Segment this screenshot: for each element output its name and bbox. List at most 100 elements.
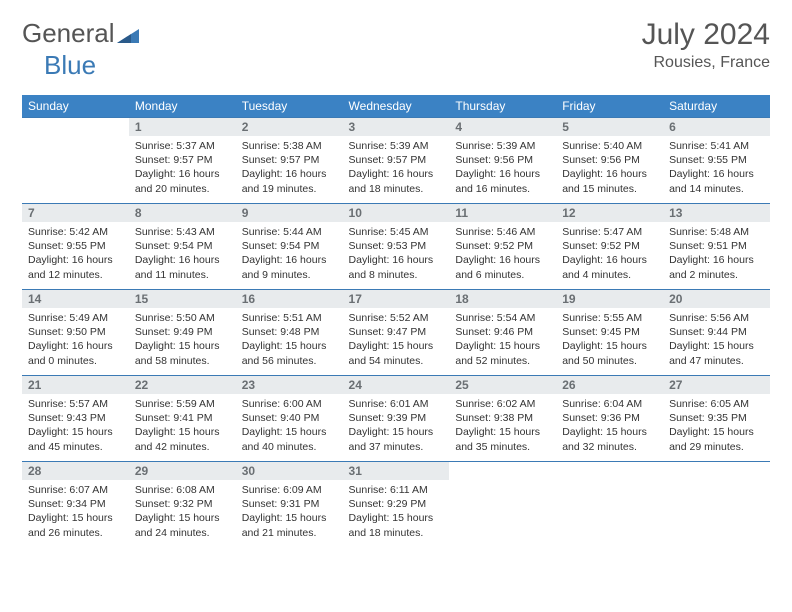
calendar-header: SundayMondayTuesdayWednesdayThursdayFrid… <box>22 95 770 118</box>
sunset-text: Sunset: 9:49 PM <box>135 325 230 339</box>
daylight-text: Daylight: 16 hours and 0 minutes. <box>28 339 123 367</box>
day-number: 27 <box>663 376 770 394</box>
daylight-text: Daylight: 16 hours and 8 minutes. <box>349 253 444 281</box>
daylight-text: Daylight: 16 hours and 18 minutes. <box>349 167 444 195</box>
daylight-text: Daylight: 16 hours and 20 minutes. <box>135 167 230 195</box>
day-number: 4 <box>449 118 556 136</box>
sunrise-text: Sunrise: 5:37 AM <box>135 139 230 153</box>
daylight-text: Daylight: 15 hours and 26 minutes. <box>28 511 123 539</box>
day-number: 11 <box>449 204 556 222</box>
sunrise-text: Sunrise: 5:45 AM <box>349 225 444 239</box>
sunset-text: Sunset: 9:51 PM <box>669 239 764 253</box>
day-details: Sunrise: 5:43 AMSunset: 9:54 PMDaylight:… <box>129 222 236 286</box>
day-cell: 29Sunrise: 6:08 AMSunset: 9:32 PMDayligh… <box>129 462 236 548</box>
day-number: 13 <box>663 204 770 222</box>
day-details: Sunrise: 5:41 AMSunset: 9:55 PMDaylight:… <box>663 136 770 200</box>
daylight-text: Daylight: 16 hours and 2 minutes. <box>669 253 764 281</box>
day-cell: .. <box>22 118 129 204</box>
day-number: 15 <box>129 290 236 308</box>
sunset-text: Sunset: 9:34 PM <box>28 497 123 511</box>
sunrise-text: Sunrise: 5:47 AM <box>562 225 657 239</box>
day-cell: 30Sunrise: 6:09 AMSunset: 9:31 PMDayligh… <box>236 462 343 548</box>
day-details: Sunrise: 5:48 AMSunset: 9:51 PMDaylight:… <box>663 222 770 286</box>
sunrise-text: Sunrise: 6:08 AM <box>135 483 230 497</box>
weekday-header: Tuesday <box>236 95 343 118</box>
logo: General <box>22 18 141 49</box>
week-row: ..1Sunrise: 5:37 AMSunset: 9:57 PMDaylig… <box>22 118 770 204</box>
day-cell: 4Sunrise: 5:39 AMSunset: 9:56 PMDaylight… <box>449 118 556 204</box>
sunset-text: Sunset: 9:31 PM <box>242 497 337 511</box>
day-number: 12 <box>556 204 663 222</box>
day-cell: 22Sunrise: 5:59 AMSunset: 9:41 PMDayligh… <box>129 376 236 462</box>
day-details: Sunrise: 5:56 AMSunset: 9:44 PMDaylight:… <box>663 308 770 372</box>
daylight-text: Daylight: 16 hours and 19 minutes. <box>242 167 337 195</box>
sunrise-text: Sunrise: 6:01 AM <box>349 397 444 411</box>
day-details: Sunrise: 6:01 AMSunset: 9:39 PMDaylight:… <box>343 394 450 458</box>
day-cell: 24Sunrise: 6:01 AMSunset: 9:39 PMDayligh… <box>343 376 450 462</box>
day-details: Sunrise: 5:55 AMSunset: 9:45 PMDaylight:… <box>556 308 663 372</box>
day-number: 31 <box>343 462 450 480</box>
day-cell: 3Sunrise: 5:39 AMSunset: 9:57 PMDaylight… <box>343 118 450 204</box>
day-cell: 6Sunrise: 5:41 AMSunset: 9:55 PMDaylight… <box>663 118 770 204</box>
day-cell: 18Sunrise: 5:54 AMSunset: 9:46 PMDayligh… <box>449 290 556 376</box>
day-details: Sunrise: 6:05 AMSunset: 9:35 PMDaylight:… <box>663 394 770 458</box>
sunset-text: Sunset: 9:57 PM <box>242 153 337 167</box>
daylight-text: Daylight: 16 hours and 12 minutes. <box>28 253 123 281</box>
daylight-text: Daylight: 16 hours and 15 minutes. <box>562 167 657 195</box>
day-number: 2 <box>236 118 343 136</box>
day-number: 8 <box>129 204 236 222</box>
sunset-text: Sunset: 9:56 PM <box>562 153 657 167</box>
day-details: Sunrise: 5:46 AMSunset: 9:52 PMDaylight:… <box>449 222 556 286</box>
sunset-text: Sunset: 9:41 PM <box>135 411 230 425</box>
day-number: 10 <box>343 204 450 222</box>
day-cell: .. <box>663 462 770 548</box>
day-cell: 21Sunrise: 5:57 AMSunset: 9:43 PMDayligh… <box>22 376 129 462</box>
day-details: Sunrise: 5:50 AMSunset: 9:49 PMDaylight:… <box>129 308 236 372</box>
daylight-text: Daylight: 15 hours and 40 minutes. <box>242 425 337 453</box>
triangle-icon <box>117 25 139 43</box>
sunset-text: Sunset: 9:52 PM <box>455 239 550 253</box>
sunrise-text: Sunrise: 5:46 AM <box>455 225 550 239</box>
daylight-text: Daylight: 15 hours and 52 minutes. <box>455 339 550 367</box>
week-row: 28Sunrise: 6:07 AMSunset: 9:34 PMDayligh… <box>22 462 770 548</box>
sunset-text: Sunset: 9:50 PM <box>28 325 123 339</box>
daylight-text: Daylight: 15 hours and 54 minutes. <box>349 339 444 367</box>
sunset-text: Sunset: 9:44 PM <box>669 325 764 339</box>
daylight-text: Daylight: 16 hours and 9 minutes. <box>242 253 337 281</box>
sunrise-text: Sunrise: 6:05 AM <box>669 397 764 411</box>
day-cell: 23Sunrise: 6:00 AMSunset: 9:40 PMDayligh… <box>236 376 343 462</box>
weekday-header: Friday <box>556 95 663 118</box>
day-number: 1 <box>129 118 236 136</box>
day-number: 19 <box>556 290 663 308</box>
daylight-text: Daylight: 15 hours and 37 minutes. <box>349 425 444 453</box>
day-number: 28 <box>22 462 129 480</box>
sunset-text: Sunset: 9:39 PM <box>349 411 444 425</box>
weekday-header: Wednesday <box>343 95 450 118</box>
day-cell: .. <box>556 462 663 548</box>
sunset-text: Sunset: 9:54 PM <box>242 239 337 253</box>
calendar-body: ..1Sunrise: 5:37 AMSunset: 9:57 PMDaylig… <box>22 118 770 548</box>
day-details: Sunrise: 5:49 AMSunset: 9:50 PMDaylight:… <box>22 308 129 372</box>
day-details: Sunrise: 5:38 AMSunset: 9:57 PMDaylight:… <box>236 136 343 200</box>
sunset-text: Sunset: 9:57 PM <box>135 153 230 167</box>
sunrise-text: Sunrise: 5:56 AM <box>669 311 764 325</box>
day-number: 14 <box>22 290 129 308</box>
daylight-text: Daylight: 15 hours and 35 minutes. <box>455 425 550 453</box>
day-cell: .. <box>449 462 556 548</box>
day-details: Sunrise: 5:39 AMSunset: 9:56 PMDaylight:… <box>449 136 556 200</box>
daylight-text: Daylight: 15 hours and 58 minutes. <box>135 339 230 367</box>
day-number: 17 <box>343 290 450 308</box>
day-details: Sunrise: 6:09 AMSunset: 9:31 PMDaylight:… <box>236 480 343 544</box>
sunrise-text: Sunrise: 6:09 AM <box>242 483 337 497</box>
day-number: 7 <box>22 204 129 222</box>
day-number: 21 <box>22 376 129 394</box>
month-title: July 2024 <box>642 18 770 52</box>
day-number: 26 <box>556 376 663 394</box>
day-cell: 11Sunrise: 5:46 AMSunset: 9:52 PMDayligh… <box>449 204 556 290</box>
sunrise-text: Sunrise: 5:41 AM <box>669 139 764 153</box>
day-cell: 5Sunrise: 5:40 AMSunset: 9:56 PMDaylight… <box>556 118 663 204</box>
day-cell: 16Sunrise: 5:51 AMSunset: 9:48 PMDayligh… <box>236 290 343 376</box>
day-cell: 26Sunrise: 6:04 AMSunset: 9:36 PMDayligh… <box>556 376 663 462</box>
day-cell: 12Sunrise: 5:47 AMSunset: 9:52 PMDayligh… <box>556 204 663 290</box>
sunset-text: Sunset: 9:40 PM <box>242 411 337 425</box>
